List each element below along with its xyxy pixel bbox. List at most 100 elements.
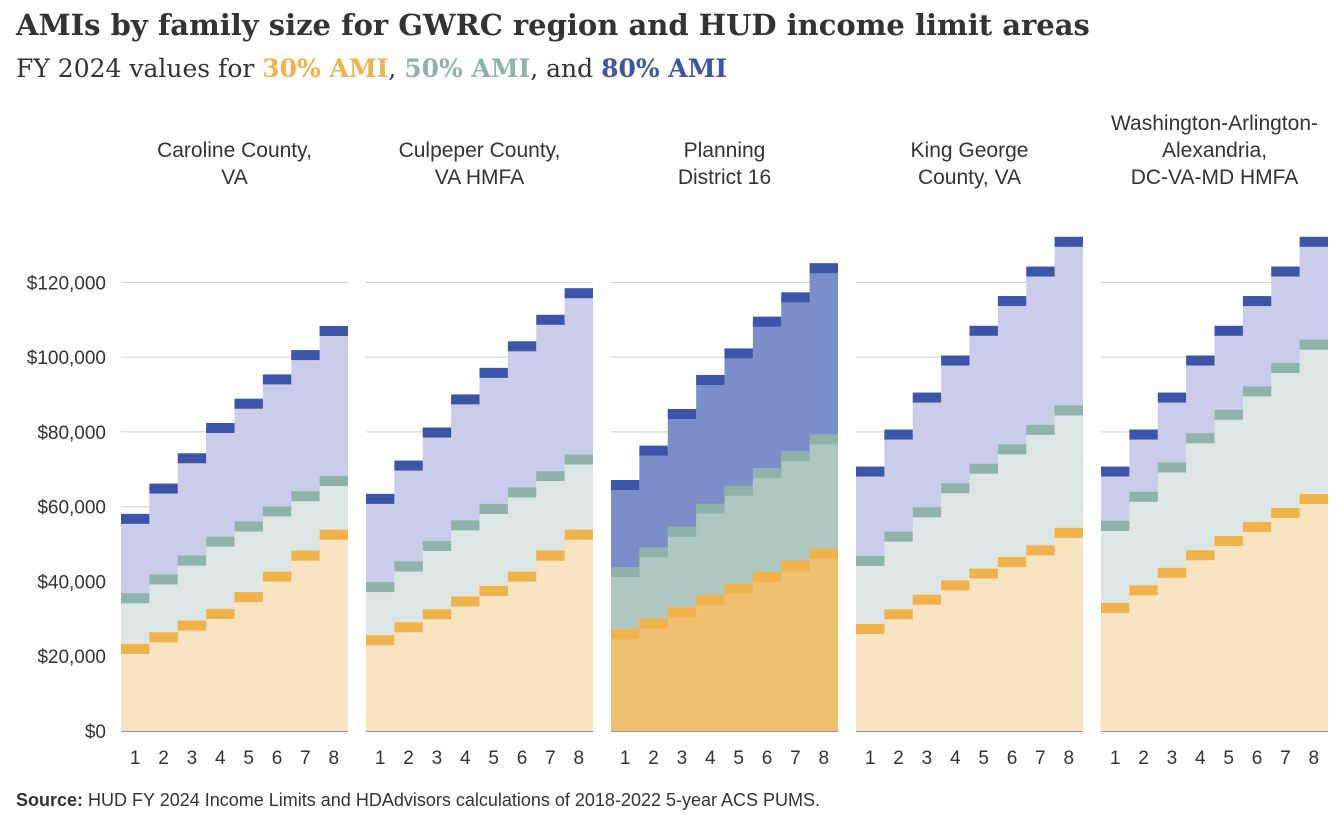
marker-80-ami <box>1242 296 1272 307</box>
marker-30-ami <box>121 643 150 654</box>
marker-50-ami <box>639 547 668 558</box>
marker-80-ami <box>639 445 668 456</box>
x-tick-label: 1 <box>865 748 876 769</box>
marker-80-ami <box>884 429 913 440</box>
marker-30-ami <box>856 623 885 634</box>
marker-30-ami <box>1186 550 1215 561</box>
area-30-ami <box>856 532 1083 731</box>
marker-30-ami <box>969 568 998 579</box>
subtitle-separator: , and <box>530 54 602 83</box>
panel-label: Culpeper County, <box>399 139 561 162</box>
marker-50-ami <box>969 463 998 474</box>
panel-label: VA HMFA <box>435 166 524 189</box>
marker-50-ami <box>121 593 150 604</box>
marker-50-ami <box>262 506 292 517</box>
marker-30-ami <box>1242 522 1272 533</box>
marker-30-ami <box>639 618 668 629</box>
marker-30-ami <box>1214 536 1243 547</box>
marker-50-ami <box>1101 520 1130 531</box>
panel-label: VA <box>221 166 247 189</box>
marker-80-ami <box>1214 325 1243 336</box>
marker-50-ami <box>781 451 810 462</box>
marker-80-ami <box>507 341 537 352</box>
x-tick-label: 4 <box>215 748 226 769</box>
marker-30-ami <box>1271 508 1300 519</box>
marker-50-ami <box>884 531 913 542</box>
y-tick-label: $0 <box>85 722 106 743</box>
marker-80-ami <box>1054 236 1083 247</box>
marker-30-ami <box>809 548 838 559</box>
marker-30-ami <box>667 607 697 618</box>
marker-50-ami <box>1242 386 1272 397</box>
marker-30-ami <box>997 557 1027 568</box>
x-tick-label: 5 <box>488 748 499 769</box>
y-tick-label: $40,000 <box>37 572 106 593</box>
marker-50-ami <box>1214 409 1243 420</box>
x-tick-label: 5 <box>243 748 254 769</box>
marker-80-ami <box>856 466 885 477</box>
marker-80-ami <box>724 348 753 359</box>
marker-80-ami <box>564 288 593 299</box>
x-tick-label: 1 <box>620 748 631 769</box>
legend-key-50-ami: 50% AMI <box>404 54 531 83</box>
x-tick-label: 2 <box>403 748 414 769</box>
marker-50-ami <box>507 487 537 498</box>
marker-30-ami <box>394 622 423 633</box>
marker-50-ami <box>696 503 725 514</box>
marker-80-ami <box>1129 429 1158 440</box>
panel-label: County, VA <box>918 166 1021 189</box>
marker-80-ami <box>809 263 838 274</box>
marker-30-ami <box>206 608 235 619</box>
x-tick-label: 7 <box>1035 748 1046 769</box>
x-tick-label: 8 <box>1309 748 1320 769</box>
panel-label: Alexandria, <box>1162 139 1267 162</box>
marker-50-ami <box>149 574 178 585</box>
marker-50-ami <box>1054 405 1083 416</box>
marker-30-ami <box>696 595 725 606</box>
x-tick-label: 8 <box>1064 748 1075 769</box>
x-tick-label: 2 <box>648 748 659 769</box>
marker-50-ami <box>752 468 782 479</box>
marker-80-ami <box>752 316 782 327</box>
marker-80-ami <box>262 374 292 385</box>
source-text: HUD FY 2024 Income Limits and HDAdvisors… <box>83 790 821 810</box>
x-tick-label: 3 <box>922 748 933 769</box>
x-tick-label: 7 <box>1280 748 1291 769</box>
marker-50-ami <box>422 540 452 551</box>
panel-label: Caroline County, <box>157 139 312 162</box>
x-tick-label: 7 <box>790 748 801 769</box>
subtitle-prefix: FY 2024 values for <box>16 54 263 83</box>
y-tick-label: $120,000 <box>27 273 106 294</box>
area-30-ami <box>366 534 593 731</box>
marker-50-ami <box>206 536 235 547</box>
marker-50-ami <box>1299 339 1328 350</box>
marker-50-ami <box>564 454 593 465</box>
marker-30-ami <box>479 585 508 596</box>
marker-30-ami <box>262 571 292 582</box>
x-tick-label: 8 <box>819 748 830 769</box>
x-tick-label: 3 <box>1167 748 1178 769</box>
marker-50-ami <box>177 555 207 566</box>
marker-80-ami <box>206 422 235 433</box>
x-tick-label: 5 <box>733 748 744 769</box>
x-tick-label: 4 <box>705 748 716 769</box>
marker-80-ami <box>1026 266 1055 277</box>
x-tick-label: 7 <box>545 748 556 769</box>
marker-50-ami <box>536 471 565 482</box>
marker-30-ami <box>912 594 942 605</box>
marker-50-ami <box>809 434 838 445</box>
x-tick-label: 6 <box>762 748 773 769</box>
marker-50-ami <box>479 503 508 514</box>
panel-label: DC-VA-MD HMFA <box>1131 166 1299 189</box>
x-tick-label: 1 <box>130 748 141 769</box>
source-note: Source: HUD FY 2024 Income Limits and HD… <box>16 790 820 811</box>
marker-30-ami <box>1299 494 1328 505</box>
marker-80-ami <box>1299 236 1328 247</box>
marker-30-ami <box>149 632 178 643</box>
x-tick-label: 3 <box>677 748 688 769</box>
marker-80-ami <box>291 350 320 361</box>
marker-30-ami <box>451 596 480 607</box>
y-tick-label: $80,000 <box>37 423 106 444</box>
marker-50-ami <box>997 444 1027 455</box>
x-tick-label: 2 <box>158 748 169 769</box>
